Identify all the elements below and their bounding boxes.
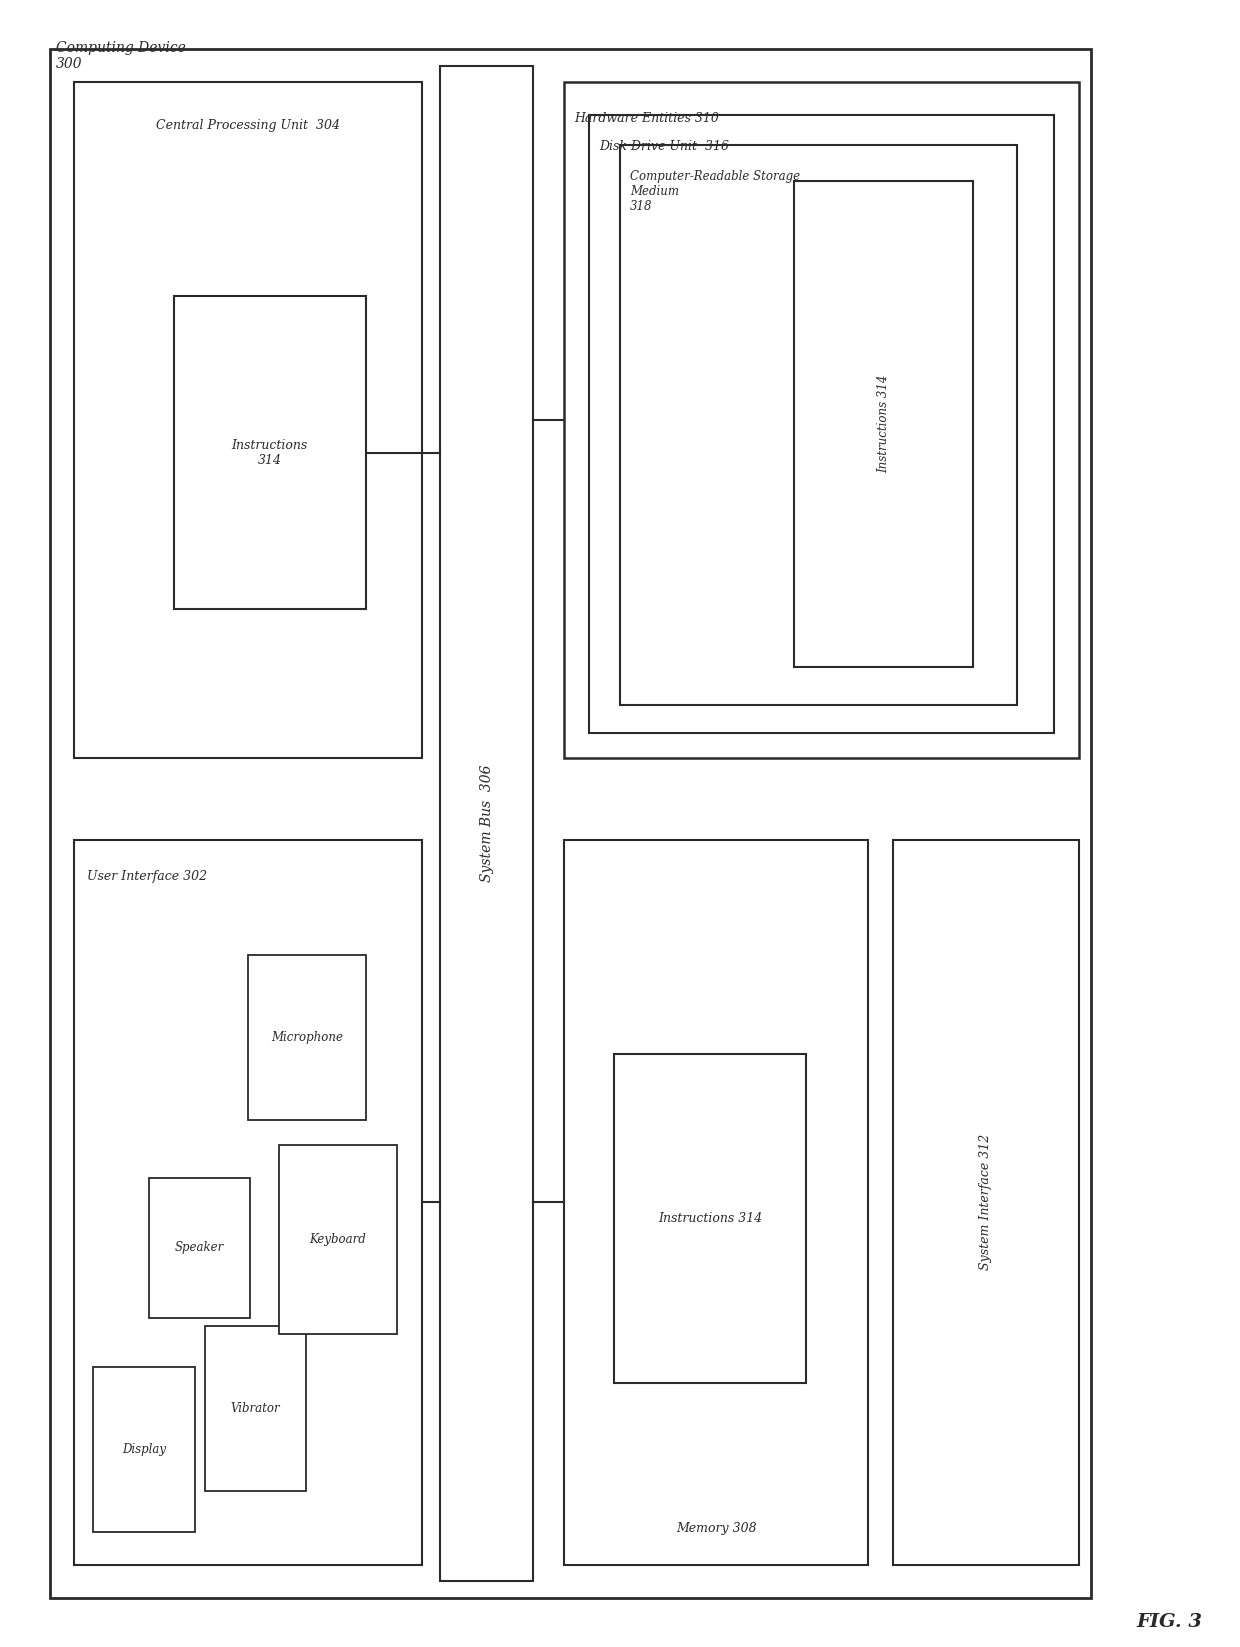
Text: Disk Drive Unit  316: Disk Drive Unit 316 (599, 140, 729, 153)
Text: Speaker: Speaker (175, 1242, 224, 1253)
Bar (620, 145, 1017, 705)
Bar (149, 1178, 250, 1318)
Text: Central Processing Unit  304: Central Processing Unit 304 (156, 119, 340, 132)
Text: Keyboard: Keyboard (310, 1234, 366, 1245)
Text: Vibrator: Vibrator (231, 1402, 280, 1415)
Bar (564, 840, 868, 1565)
Bar (614, 1054, 806, 1383)
Bar (93, 1367, 195, 1532)
Text: Computer-Readable Storage
Medium
318: Computer-Readable Storage Medium 318 (630, 170, 800, 212)
Text: FIG. 3: FIG. 3 (1137, 1612, 1203, 1631)
Text: Display: Display (122, 1443, 166, 1456)
Text: Instructions 314: Instructions 314 (877, 376, 890, 473)
Bar (564, 82, 1079, 758)
Text: Hardware Entities 310: Hardware Entities 310 (574, 112, 719, 125)
Bar (893, 840, 1079, 1565)
Bar (50, 49, 1091, 1598)
Bar (174, 296, 366, 609)
Bar (589, 115, 1054, 733)
Text: System Interface 312: System Interface 312 (980, 1135, 992, 1270)
Text: User Interface 302: User Interface 302 (87, 870, 207, 883)
Bar (279, 1145, 397, 1334)
Text: Computing Device
300: Computing Device 300 (56, 41, 186, 71)
Bar (74, 82, 422, 758)
Bar (74, 840, 422, 1565)
Text: Instructions 314: Instructions 314 (657, 1212, 763, 1225)
Bar (248, 955, 366, 1120)
Bar (440, 66, 533, 1581)
Bar (794, 181, 973, 667)
Bar (205, 1326, 306, 1491)
Text: System Bus  306: System Bus 306 (480, 764, 494, 883)
Text: Microphone: Microphone (270, 1031, 343, 1044)
Text: Instructions
314: Instructions 314 (232, 438, 308, 468)
Text: Memory 308: Memory 308 (676, 1522, 756, 1535)
